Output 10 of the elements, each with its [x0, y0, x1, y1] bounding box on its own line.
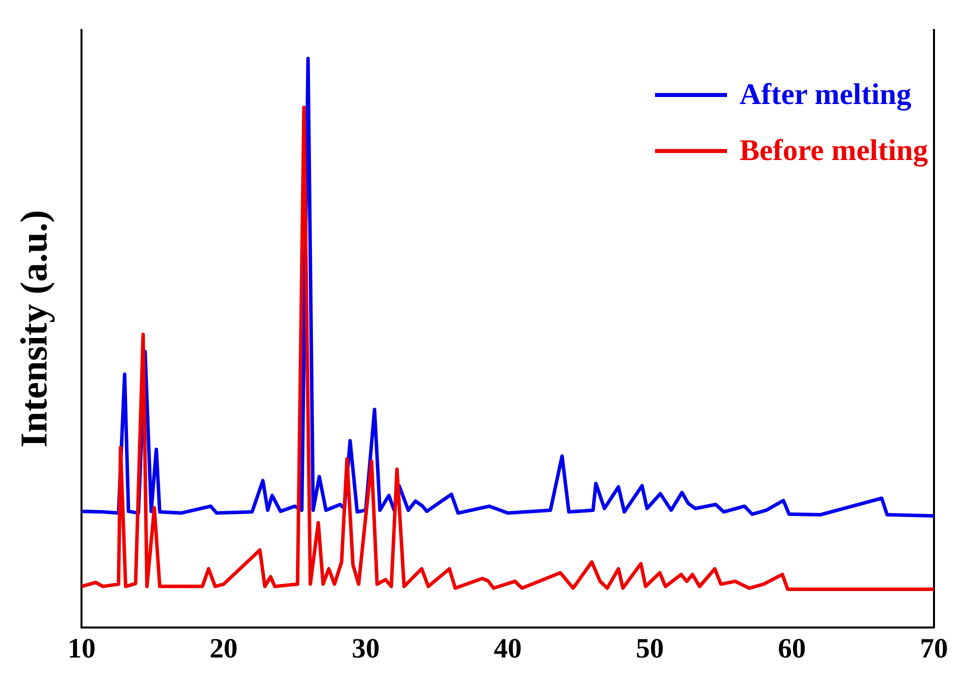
y-axis-title: Intensity (a.u.)	[14, 210, 56, 448]
x-tick-label: 70	[920, 633, 948, 664]
legend-label: After melting	[739, 78, 912, 112]
x-tick-label: 30	[352, 633, 380, 664]
x-tick-label: 20	[210, 633, 238, 664]
x-tick-label: 50	[636, 633, 664, 664]
x-tick-label: 60	[778, 633, 806, 664]
x-tick-label: 10	[68, 633, 96, 664]
legend-label: Before melting	[739, 134, 928, 168]
x-tick-label: 40	[494, 633, 522, 664]
